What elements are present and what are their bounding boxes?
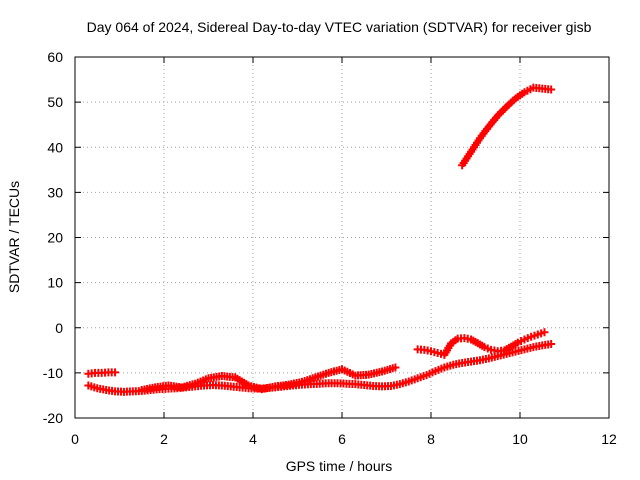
y-tick-label: 0 <box>55 320 63 336</box>
data-point <box>540 328 549 337</box>
axes: 0 2 4 6 8 10 12 -20 -10 0 10 20 30 40 50 60 <box>43 49 617 447</box>
x-tick-label: 0 <box>71 431 79 447</box>
y-tick-label: 50 <box>47 94 63 110</box>
series-arc-5 <box>458 83 556 170</box>
y-axis-label: SDTVAR / TECUs <box>6 181 22 293</box>
x-tick-label: 12 <box>601 431 617 447</box>
data-point <box>547 339 556 348</box>
x-tick-label: 8 <box>427 431 435 447</box>
data-points <box>84 83 556 396</box>
y-tick-label: 30 <box>47 184 63 200</box>
y-tick-label: 40 <box>47 139 63 155</box>
x-tick-label: 4 <box>249 431 257 447</box>
series-arc-4 <box>413 328 549 359</box>
x-axis-label: GPS time / hours <box>286 458 393 474</box>
y-tick-label: 10 <box>47 275 63 291</box>
x-tick-label: 6 <box>338 431 346 447</box>
data-point <box>391 363 400 372</box>
y-tick-label: 60 <box>47 49 63 65</box>
y-tick-label: -20 <box>43 410 63 426</box>
x-tick-label: 2 <box>160 431 168 447</box>
data-point <box>547 85 556 94</box>
series-arc-3 <box>137 363 400 395</box>
plot-frame <box>74 56 610 419</box>
x-tick-label: 10 <box>512 431 528 447</box>
grid-lines <box>75 57 609 418</box>
y-tick-label: -10 <box>43 365 63 381</box>
series-arc-1 <box>84 368 120 378</box>
y-tick-label: 20 <box>47 230 63 246</box>
chart-title: Day 064 of 2024, Sidereal Day-to-day VTE… <box>87 19 592 35</box>
data-point <box>111 368 120 377</box>
